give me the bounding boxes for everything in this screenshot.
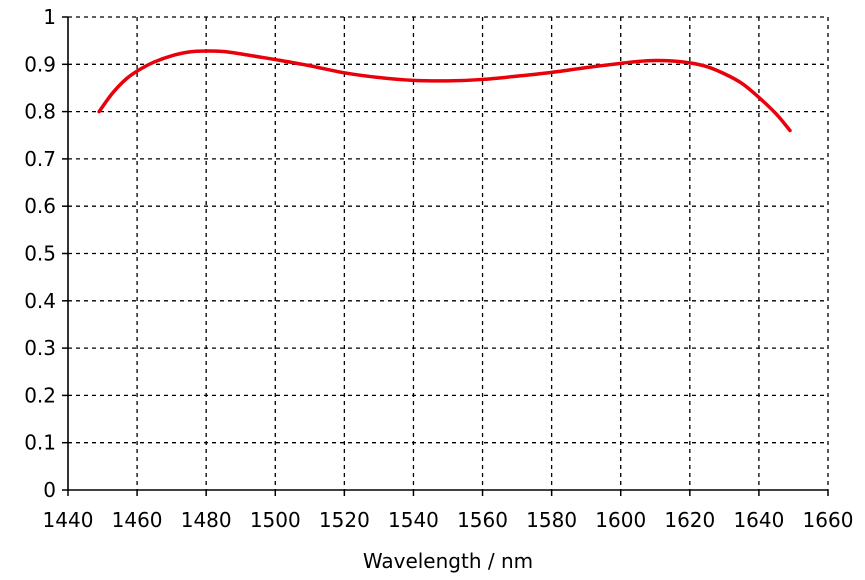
series-line: [97, 49, 792, 133]
x-axis-label: Wavelength / nm: [363, 549, 533, 573]
x-tick-label: 1520: [319, 508, 370, 532]
x-tick-label: 1500: [250, 508, 301, 532]
y-tick-label: 0.1: [24, 431, 56, 455]
y-tick-label: 0.6: [24, 194, 56, 218]
y-tick-label: 0.5: [24, 242, 56, 266]
y-tick-label: 0.2: [24, 383, 56, 407]
y-tick-labels: 0 0.1 0.2 0.3 0.4 0.5 0.6 0.7 0.8 0.9 1: [24, 5, 56, 502]
y-tick-label: 0.9: [24, 52, 56, 76]
x-tick-label: 1640: [733, 508, 784, 532]
x-tick-label: 1440: [43, 508, 94, 532]
x-tick-labels: 1440 1460 1480 1500 1520 1540 1560 1580 1600 1620…: [43, 508, 854, 532]
x-tick-label: 1660: [803, 508, 854, 532]
x-tick-label: 1460: [112, 508, 163, 532]
y-tick-label: 1: [43, 5, 56, 29]
x-tick-label: 1600: [595, 508, 646, 532]
x-tick-label: 1620: [664, 508, 715, 532]
series-layer: [97, 49, 792, 133]
grid: [68, 16, 829, 490]
y-tick-label: 0.3: [24, 336, 56, 360]
x-tick-label: 1540: [388, 508, 439, 532]
y-tick-label: 0: [43, 478, 56, 502]
y-tick-label: 0.7: [24, 147, 56, 171]
x-tick-label: 1560: [457, 508, 508, 532]
y-tick-label: 0.8: [24, 100, 56, 124]
x-tick-label: 1580: [526, 508, 577, 532]
y-tick-label: 0.4: [24, 289, 56, 313]
tick-marks: [62, 16, 829, 496]
x-tick-label: 1480: [181, 508, 232, 532]
